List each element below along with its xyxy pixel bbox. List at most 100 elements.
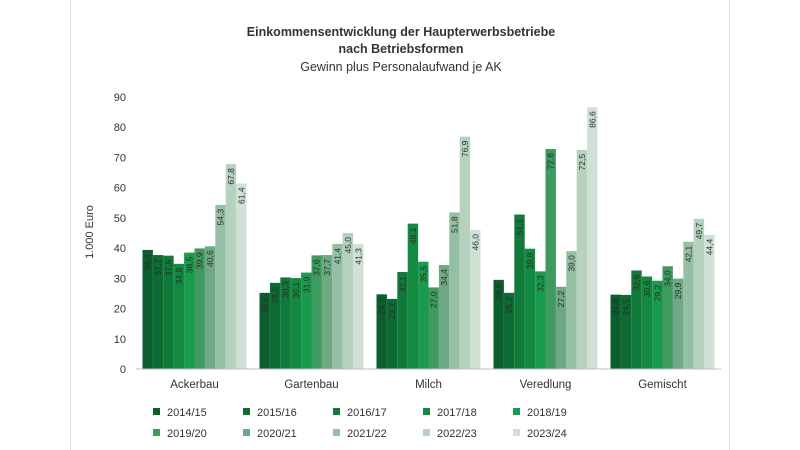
bar-ackerbau-2015-16 [152, 255, 164, 369]
legend-entry-2015-16: 2015/16 [257, 407, 297, 419]
y-axis-ticks: 0 10 20 30 40 50 60 70 80 90 [114, 92, 126, 376]
bar-veredlung-2015-16 [503, 292, 515, 369]
bar-gemischt-2018-19 [652, 280, 663, 369]
legend-swatch [333, 408, 340, 415]
legend-swatch [243, 408, 250, 415]
data-labels: 39,4 37,7 37,5 34,838,5 39,9 40,654,367,861,4… [143, 111, 715, 319]
data-label: 37,5 [164, 259, 174, 276]
data-label: 35,5 [418, 265, 428, 282]
legend-entry-2014-15: 2014/15 [167, 407, 207, 419]
data-label: 29,9 [673, 282, 683, 299]
bar-ackerbau-2022-23 [225, 164, 237, 369]
category-label-gemischt: Gemischt [638, 379, 687, 391]
legend-entry-2018-19: 2018/19 [527, 407, 567, 419]
y-tick-label: 10 [114, 334, 126, 346]
category-label-ackerbau: Ackerbau [170, 379, 219, 391]
y-axis-label: 1.000 Euro [84, 205, 96, 259]
data-label: 24,5 [621, 299, 631, 316]
bar-gartenbau-2020-21 [321, 255, 333, 369]
data-label: 40,6 [205, 250, 215, 267]
bar-veredlung-2020-21 [555, 286, 567, 369]
y-tick-label: 30 [114, 273, 126, 285]
bar-gemischt-2020-21 [672, 278, 684, 369]
data-label: 38,5 [184, 256, 194, 273]
legend-swatch [423, 429, 430, 436]
bar-veredlung-2018-19 [535, 271, 546, 369]
y-tick-label: 80 [114, 122, 126, 134]
bar-ackerbau-2016-17 [163, 255, 174, 369]
bar-veredlung-2014-15 [493, 279, 504, 369]
y-tick-label: 40 [114, 243, 126, 255]
data-label: 24,7 [377, 298, 387, 315]
y-tick-label: 50 [114, 213, 126, 225]
data-label: 54,3 [216, 209, 226, 226]
data-label: 34,8 [174, 268, 184, 285]
bar-gemischt-2017-18 [641, 276, 653, 369]
legend-entry-2019-20: 2019/20 [167, 428, 207, 440]
legend-entry-2016-17: 2016/17 [347, 407, 387, 419]
data-label: 28,5 [270, 287, 280, 304]
data-label: 67,8 [226, 168, 236, 185]
bar-gartenbau-2017-18 [290, 278, 302, 369]
bar-milch-2020-21 [438, 265, 450, 369]
bar-gartenbau-2016-17 [280, 277, 291, 369]
data-label: 32,1 [398, 276, 408, 293]
category-label-veredlung: Veredlung [520, 379, 572, 391]
bar-gartenbau-2022-23 [342, 233, 354, 369]
data-label: 51,8 [450, 216, 460, 233]
bar-ackerbau-2021-22 [215, 204, 226, 369]
bar-gemischt-2016-17 [631, 270, 642, 369]
bar-milch-2022-23 [459, 136, 471, 369]
bar-gemischt-2015-16 [620, 294, 632, 369]
data-label: 37,7 [322, 259, 332, 276]
category-labels: Ackerbau Gartenbau Milch Veredlung Gemischt [170, 379, 687, 391]
chart-title: Einkommensentwicklung der Haupterwerbsbe… [247, 25, 555, 39]
bar-milch-2018-19 [418, 261, 429, 369]
bar-gemischt-2023-24 [704, 234, 715, 369]
data-label: 27,2 [556, 291, 566, 308]
legend-swatch [513, 429, 520, 436]
bar-milch-2015-16 [386, 298, 398, 369]
bar-gartenbau-2021-22 [332, 243, 343, 369]
bar-milch-2023-24 [470, 229, 481, 369]
data-label: 41,4 [333, 248, 343, 265]
legend: 2014/15 2015/16 2016/17 2017/18 2018/19 2019/… [153, 407, 567, 440]
bar-veredlung-2016-17 [514, 214, 525, 369]
chart-subtitle: Gewinn plus Personalaufwand je AK [300, 60, 502, 74]
data-label: 39,4 [143, 254, 153, 271]
bar-milch-2017-18 [407, 223, 419, 369]
data-label: 24,6 [611, 298, 621, 315]
bar-veredlung-2022-23 [576, 149, 588, 369]
category-label-milch: Milch [415, 379, 442, 391]
chart-frame: Einkommensentwicklung der Haupterwerbsbe… [70, 0, 730, 450]
data-label: 29,2 [652, 284, 662, 301]
data-label: 27,0 [429, 291, 439, 308]
bar-gartenbau-2015-16 [269, 282, 281, 369]
data-label: 25,2 [504, 297, 514, 314]
data-label: 45,0 [343, 237, 353, 254]
bar-ackerbau-2023-24 [236, 183, 247, 369]
bar-ackerbau-2017-18 [173, 263, 185, 369]
y-tick-label: 60 [114, 183, 126, 195]
data-label: 37,7 [153, 259, 163, 276]
data-label: 42,1 [684, 245, 694, 262]
bar-ackerbau-2018-19 [184, 252, 195, 369]
legend-entry-2022-23: 2022/23 [437, 428, 477, 440]
y-tick-label: 20 [114, 304, 126, 316]
data-label: 72,5 [577, 154, 587, 171]
bar-ackerbau-2014-15 [142, 249, 153, 369]
legend-swatch [153, 429, 160, 436]
legend-entry-2017-18: 2017/18 [437, 407, 477, 419]
data-label: 76,9 [460, 140, 470, 157]
y-tick-label: 70 [114, 152, 126, 164]
data-label: 44,4 [704, 239, 714, 256]
bar-gemischt-2019-20 [662, 266, 673, 369]
data-label: 48,1 [408, 227, 418, 244]
data-label: 41,3 [353, 248, 363, 265]
bar-milch-2016-17 [397, 271, 408, 369]
data-label: 23,2 [387, 303, 397, 320]
bars [142, 107, 715, 369]
legend-swatch [423, 408, 430, 415]
bar-gemischt-2014-15 [610, 294, 621, 369]
y-tick-label: 90 [114, 92, 126, 104]
